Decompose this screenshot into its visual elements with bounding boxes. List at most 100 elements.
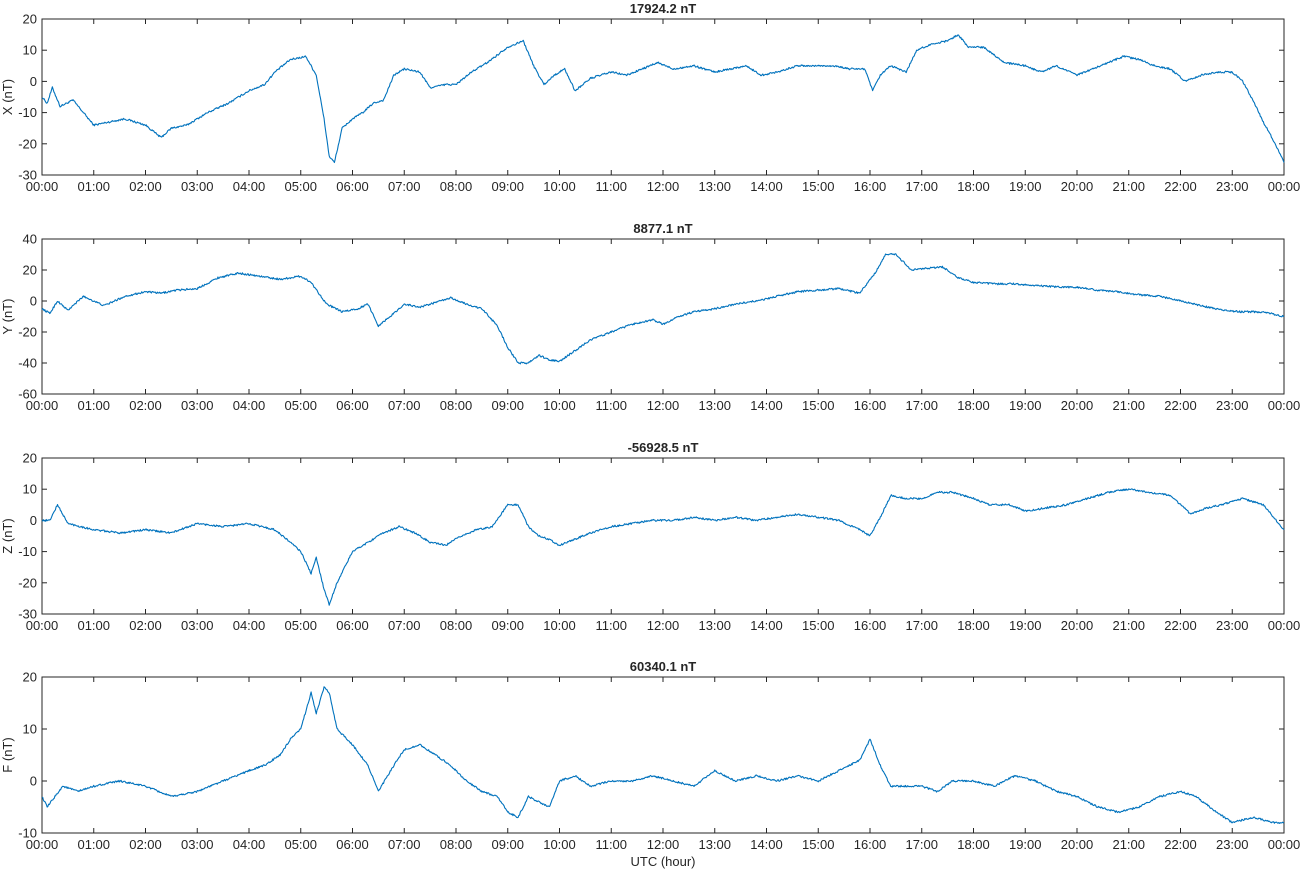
panel-y-xtick-label: 14:00 — [750, 398, 783, 413]
panel-f-ytick-label: 0 — [30, 774, 37, 789]
panel-z-frame — [41, 457, 1285, 615]
panel-f-xtick-label: 00:00 — [26, 837, 59, 852]
panel-x-xtick-label: 01:00 — [77, 179, 110, 194]
panel-x-xtick-label: 14:00 — [750, 179, 783, 194]
panel-f-xtick-label: 09:00 — [491, 837, 524, 852]
panel-f-xtick-label: 04:00 — [233, 837, 266, 852]
panel-y-ytick-label: 20 — [23, 263, 37, 278]
panel-z-title: -56928.5 nT — [628, 440, 699, 455]
panel-y-ylabel: Y (nT) — [0, 299, 15, 335]
panel-f-xtick-label: 12:00 — [647, 837, 680, 852]
panel-y-ytick-label: 40 — [23, 232, 37, 247]
panel-y-xtick-label: 12:00 — [647, 398, 680, 413]
panel-y-xtick-label: 23:00 — [1216, 398, 1249, 413]
panel-x-xtick-label: 09:00 — [491, 179, 524, 194]
panel-z-xtick-label: 00:00 — [1268, 618, 1301, 633]
panel-x-xtick-label: 15:00 — [802, 179, 835, 194]
panel-x-xtick-label: 02:00 — [129, 179, 162, 194]
panel-y-title: 8877.1 nT — [633, 221, 692, 236]
panel-f-xtick-label: 13:00 — [698, 837, 731, 852]
panel-z-xtick-label: 17:00 — [905, 618, 938, 633]
panel-z-xtick-label: 13:00 — [698, 618, 731, 633]
panel-f-xtick-label: 00:00 — [1268, 837, 1301, 852]
panel-x-xtick-label: 18:00 — [957, 179, 990, 194]
panel-x-xtick-label: 16:00 — [854, 179, 887, 194]
panel-x-ytick-label: -10 — [18, 105, 37, 120]
panel-y-xtick-label: 13:00 — [698, 398, 731, 413]
panel-z-ytick-label: 0 — [30, 513, 37, 528]
panel-z-xtick-label: 02:00 — [129, 618, 162, 633]
panel-y: 8877.1 nT Y (nT) 00:00 01:00 02:00 03:00 04:… — [0, 221, 1300, 413]
panel-x-xtick-label: 11:00 — [595, 179, 627, 194]
panel-f-ytick-label: 20 — [23, 670, 37, 685]
panel-z-series-line — [41, 488, 1285, 606]
panel-x-xtick-label: 17:00 — [905, 179, 938, 194]
panel-y-ytick-label: -60 — [18, 387, 37, 402]
panel-f-ylabel: F (nT) — [0, 737, 15, 772]
panel-y-xtick-label: 06:00 — [336, 398, 369, 413]
panel-y-xtick-label: 07:00 — [388, 398, 421, 413]
panel-x-xtick-label: 07:00 — [388, 179, 421, 194]
panel-z-xtick-label: 16:00 — [854, 618, 887, 633]
panel-x-xtick-label: 12:00 — [647, 179, 680, 194]
panel-f-ytick-label: 10 — [23, 722, 37, 737]
panel-y-xtick-label: 10:00 — [543, 398, 576, 413]
panel-z-xtick-label: 05:00 — [284, 618, 317, 633]
panel-z-xtick-label: 19:00 — [1009, 618, 1042, 633]
panel-z-xtick-label: 20:00 — [1061, 618, 1094, 633]
panel-f-xtick-label: 22:00 — [1164, 837, 1197, 852]
panel-y-ytick-label: -20 — [18, 325, 37, 340]
panel-z-xtick-label: 07:00 — [388, 618, 421, 633]
panel-x-xtick-label: 22:00 — [1164, 179, 1197, 194]
panel-x-ytick-label: 10 — [23, 43, 37, 58]
panel-f-xtick-label: 10:00 — [543, 837, 576, 852]
panel-y-xtick-label: 03:00 — [181, 398, 214, 413]
panel-f-xtick-label: 21:00 — [1112, 837, 1145, 852]
panel-y-xtick-label: 16:00 — [854, 398, 887, 413]
panel-f-xtick-label: 23:00 — [1216, 837, 1249, 852]
panel-x-xtick-label: 00:00 — [26, 179, 59, 194]
panel-f-xtick-label: 08:00 — [440, 837, 473, 852]
panel-y-xtick-label: 17:00 — [905, 398, 938, 413]
panel-x-xtick-label: 21:00 — [1112, 179, 1145, 194]
panel-y-xtick-label: 11:00 — [595, 398, 627, 413]
panel-x-ytick-label: 20 — [23, 12, 37, 27]
panel-f-xtick-label: 06:00 — [336, 837, 369, 852]
panel-z-xtick-label: 01:00 — [77, 618, 110, 633]
panel-x-xtick-label: 13:00 — [698, 179, 731, 194]
panel-z-xtick-label: 04:00 — [233, 618, 266, 633]
panel-f-ytick-label: -10 — [18, 826, 37, 841]
panel-z-ytick-label: -30 — [18, 607, 37, 622]
panel-x-ytick-label: 0 — [30, 74, 37, 89]
panel-x-xtick-label: 23:00 — [1216, 179, 1249, 194]
panel-z-xtick-label: 15:00 — [802, 618, 835, 633]
panel-y-xtick-label: 02:00 — [129, 398, 162, 413]
panel-y-ytick-label: -40 — [18, 356, 37, 371]
panel-f-title: 60340.1 nT — [630, 659, 697, 674]
panel-y-xtick-label: 08:00 — [440, 398, 473, 413]
panel-y-xtick-label: 19:00 — [1009, 398, 1042, 413]
panel-x-xtick-label: 04:00 — [233, 179, 266, 194]
panel-f-xtick-label: 02:00 — [129, 837, 162, 852]
panel-f-xtick-label: 05:00 — [284, 837, 317, 852]
panel-f-xtick-label: 17:00 — [905, 837, 938, 852]
panel-z-ytick-label: -20 — [18, 575, 37, 590]
panel-f-frame — [41, 676, 1285, 834]
panel-y-xtick-label: 00:00 — [1268, 398, 1301, 413]
panel-z-xtick-label: 11:00 — [595, 618, 627, 633]
panel-y-ytick-label: 0 — [30, 294, 37, 309]
panel-x: 17924.2 nT X (nT) 00:00 01:00 02:00 03:00 04… — [0, 1, 1300, 194]
panel-z-ytick-label: 10 — [23, 482, 37, 497]
panel-z-xtick-label: 21:00 — [1112, 618, 1145, 633]
panel-f-xtick-label: 14:00 — [750, 837, 783, 852]
panel-f-xtick-label: 18:00 — [957, 837, 990, 852]
panel-y-xtick-label: 00:00 — [26, 398, 59, 413]
panel-x-xtick-label: 05:00 — [284, 179, 317, 194]
panel-f: 60340.1 nT F (nT) 00:00 01:00 02:00 03:00 04… — [0, 659, 1300, 852]
panel-y-xtick-label: 05:00 — [284, 398, 317, 413]
panel-z-ylabel: Z (nT) — [0, 518, 15, 553]
panel-y-xtick-label: 04:00 — [233, 398, 266, 413]
panel-y-series-line — [41, 253, 1285, 365]
panel-z-xtick-label: 22:00 — [1164, 618, 1197, 633]
panel-f-xtick-label: 19:00 — [1009, 837, 1042, 852]
